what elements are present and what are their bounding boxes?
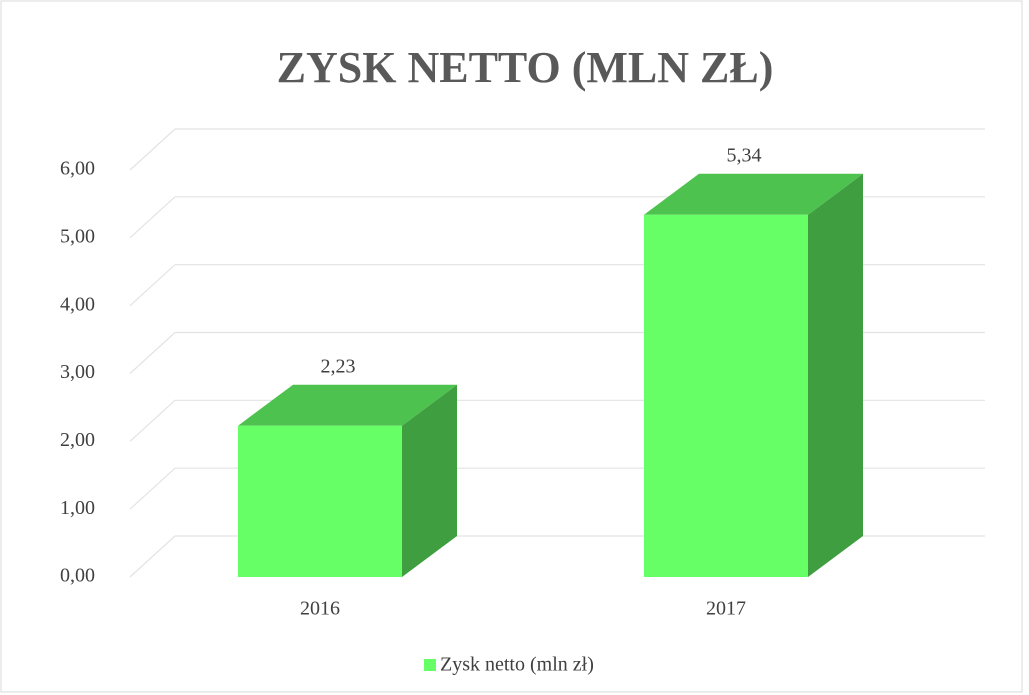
bar-top: [238, 384, 457, 426]
x-tick-label: 2016: [300, 598, 340, 620]
y-tick-label: 3,00: [60, 361, 95, 383]
data-label: 2,23: [321, 355, 356, 377]
y-tick-label: 5,00: [60, 225, 95, 247]
legend-label: Zysk netto (mln zł): [440, 654, 594, 676]
y-tick-label: 0,00: [60, 565, 95, 587]
grid-line: [129, 128, 985, 171]
y-tick-label: 4,00: [60, 293, 95, 315]
data-label: 5,34: [727, 144, 762, 166]
bar: [644, 214, 808, 577]
bar-top: [644, 173, 863, 215]
bar-side: [402, 384, 457, 577]
y-tick-label: 2,00: [60, 429, 95, 451]
bar-side: [808, 173, 863, 577]
y-tick-label: 1,00: [60, 497, 95, 519]
legend-swatch: [424, 659, 436, 671]
chart-title: ZYSK NETTO (MLN ZŁ): [277, 43, 774, 92]
x-tick-label: 2017: [706, 598, 746, 620]
y-tick-label: 6,00: [60, 158, 95, 180]
bar: [238, 425, 402, 577]
